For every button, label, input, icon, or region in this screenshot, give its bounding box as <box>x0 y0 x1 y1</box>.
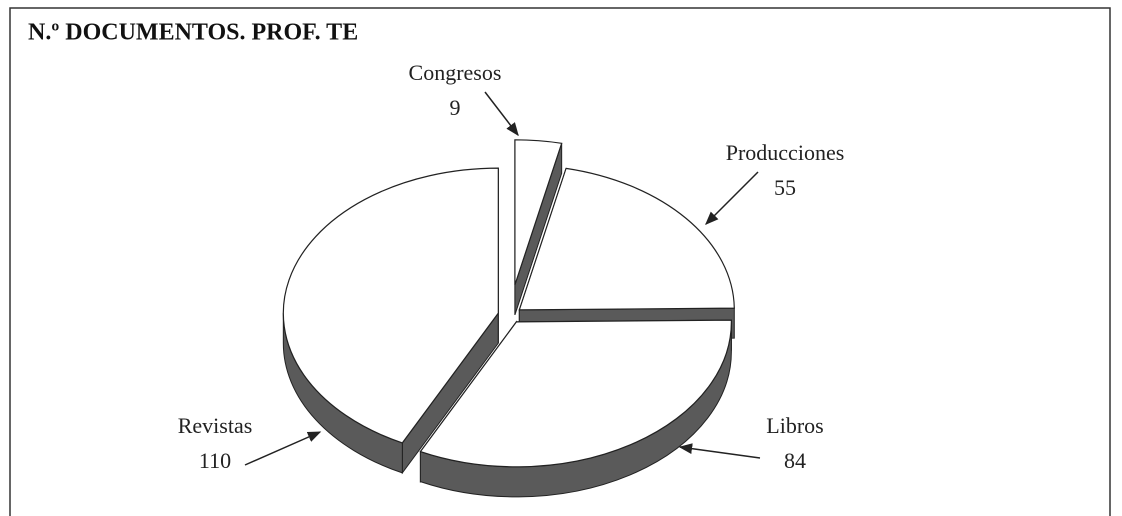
pie-slice <box>514 139 563 286</box>
label-arrow <box>705 171 759 225</box>
slice-label: Libros <box>766 413 823 438</box>
frame <box>9 7 1111 516</box>
slice-label: Congresos <box>409 60 502 85</box>
label-arrow <box>678 443 761 459</box>
slice-value: 9 <box>450 95 461 120</box>
slice-value: 110 <box>199 448 231 473</box>
pie-slice <box>282 167 499 444</box>
slice-label: Producciones <box>726 140 845 165</box>
label-arrow <box>244 431 322 466</box>
slice-value: 84 <box>784 448 806 473</box>
slice-value: 55 <box>774 175 796 200</box>
label-arrow <box>484 91 519 137</box>
slice-label: Revistas <box>178 413 253 438</box>
chart-title: N.º DOCUMENTOS. PROF. TE <box>28 20 358 46</box>
pie-slice <box>518 167 735 311</box>
pie-slice <box>419 319 732 468</box>
